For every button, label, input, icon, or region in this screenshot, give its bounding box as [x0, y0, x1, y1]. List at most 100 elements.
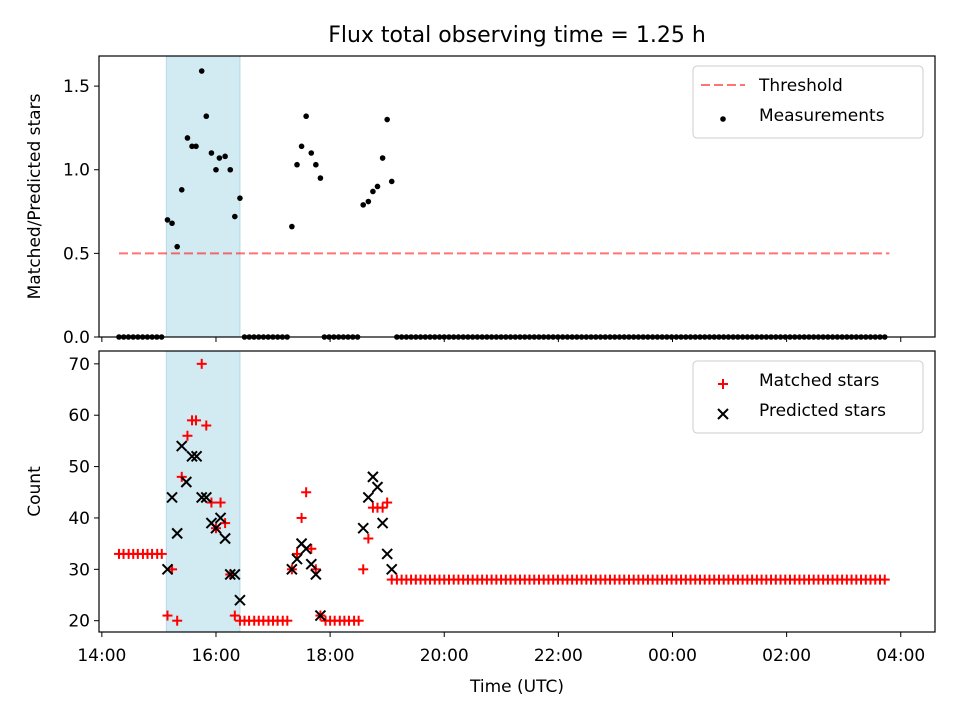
axes-frame: [98, 55, 936, 338]
y-tick-label: 50: [68, 458, 90, 478]
bottom-panel: 20 30 40 50 60 70 14:00 16:00 18:00 20:00 22:00 00:…: [25, 350, 936, 697]
data-point: [200, 491, 212, 504]
data-point: [363, 533, 374, 544]
data-point: [386, 563, 398, 576]
y-tick-label: 0.5: [63, 244, 90, 264]
data-point: [176, 440, 188, 452]
data-point: [388, 178, 395, 185]
data-point: [156, 548, 167, 559]
data-point: [189, 143, 195, 150]
data-point: [227, 166, 234, 173]
y-tick-label: 1.5: [63, 77, 90, 97]
x-b: [717, 408, 729, 420]
data-point: [198, 68, 205, 74]
data-point: [208, 150, 215, 156]
data-point: [171, 527, 183, 540]
data-point: [303, 113, 309, 120]
y-tick-label: 0.0: [63, 328, 90, 348]
data-point: [186, 450, 198, 463]
legend-matched-swatch: [718, 379, 728, 389]
y-axis-label: Count: [25, 466, 45, 517]
data-point: [172, 615, 183, 626]
x-b: [314, 609, 327, 622]
legend-box: [692, 65, 924, 139]
data-point: [213, 166, 219, 173]
data-point: [298, 143, 305, 150]
x-b: [171, 527, 183, 540]
x-b: [200, 491, 212, 504]
data-point: [196, 491, 208, 504]
data-point: [174, 243, 180, 250]
data-point: [306, 543, 317, 554]
highlight-span: [165, 55, 241, 338]
x-b: [367, 471, 379, 483]
x-b: [381, 548, 393, 560]
data-point: [289, 223, 295, 230]
x-b: [229, 568, 241, 581]
x-b: [362, 491, 375, 504]
x-b: [176, 440, 188, 452]
data-point: [286, 563, 298, 576]
data-point: [206, 497, 217, 508]
data-point: [317, 175, 324, 181]
data-point: [300, 543, 312, 555]
data-point: [381, 548, 393, 560]
data-point: [310, 568, 322, 581]
x-tick-label: 00:00: [648, 646, 697, 666]
data-point: [357, 522, 369, 534]
data-point: [301, 487, 312, 498]
data-point: [294, 161, 300, 168]
legend-label: Matched stars: [759, 371, 879, 391]
data-point: [219, 532, 231, 545]
x-b: [234, 594, 246, 606]
data-point: [201, 420, 212, 431]
legend-box: [692, 360, 924, 434]
x-b: [305, 558, 317, 570]
x-tick-label: 02:00: [762, 646, 811, 666]
data-point: [193, 143, 199, 150]
x-b: [224, 568, 236, 581]
data-point: [162, 610, 173, 621]
data-point: [164, 217, 171, 223]
y-tick-label: 30: [68, 560, 90, 580]
highlight-span: [165, 350, 241, 633]
x-b: [186, 450, 198, 463]
x-axis-label: Time (UTC): [469, 677, 564, 697]
data-point: [353, 615, 364, 626]
data-point: [360, 202, 367, 208]
data-point: [161, 563, 174, 576]
data-point: [379, 155, 386, 161]
series-matched-stars: [113, 358, 890, 626]
data-point: [384, 116, 390, 123]
legend-label: Predicted stars: [759, 401, 886, 421]
x-b: [196, 491, 208, 504]
data-point: [305, 558, 317, 570]
x-tick-label: 20:00: [420, 646, 469, 666]
x-b: [166, 491, 178, 504]
x-b: [371, 481, 384, 493]
data-point: [190, 450, 203, 463]
data-point: [166, 491, 178, 504]
data-point: [879, 574, 890, 585]
x-b: [310, 568, 322, 581]
x-tick-label: 18:00: [306, 646, 355, 666]
data-point: [314, 609, 327, 622]
data-point: [374, 183, 381, 190]
data-point: [210, 522, 222, 534]
x-b: [291, 553, 303, 565]
figure-title: Flux total observing time = 1.25 h: [328, 23, 706, 48]
legend-label: Measurements: [759, 106, 885, 126]
data-point: [292, 548, 303, 559]
data-point: [234, 594, 246, 606]
legend: Matched stars Predicted stars: [692, 360, 924, 434]
legend-predicted-swatch: [717, 408, 729, 420]
x-b: [286, 563, 298, 576]
data-point: [203, 113, 210, 120]
data-point: [224, 568, 236, 581]
data-point: [282, 615, 293, 626]
y-axis-label: Matched/Predicted stars: [25, 93, 45, 299]
data-point: [222, 153, 228, 160]
y-tick-label: 40: [68, 509, 90, 529]
x-b: [180, 476, 193, 488]
